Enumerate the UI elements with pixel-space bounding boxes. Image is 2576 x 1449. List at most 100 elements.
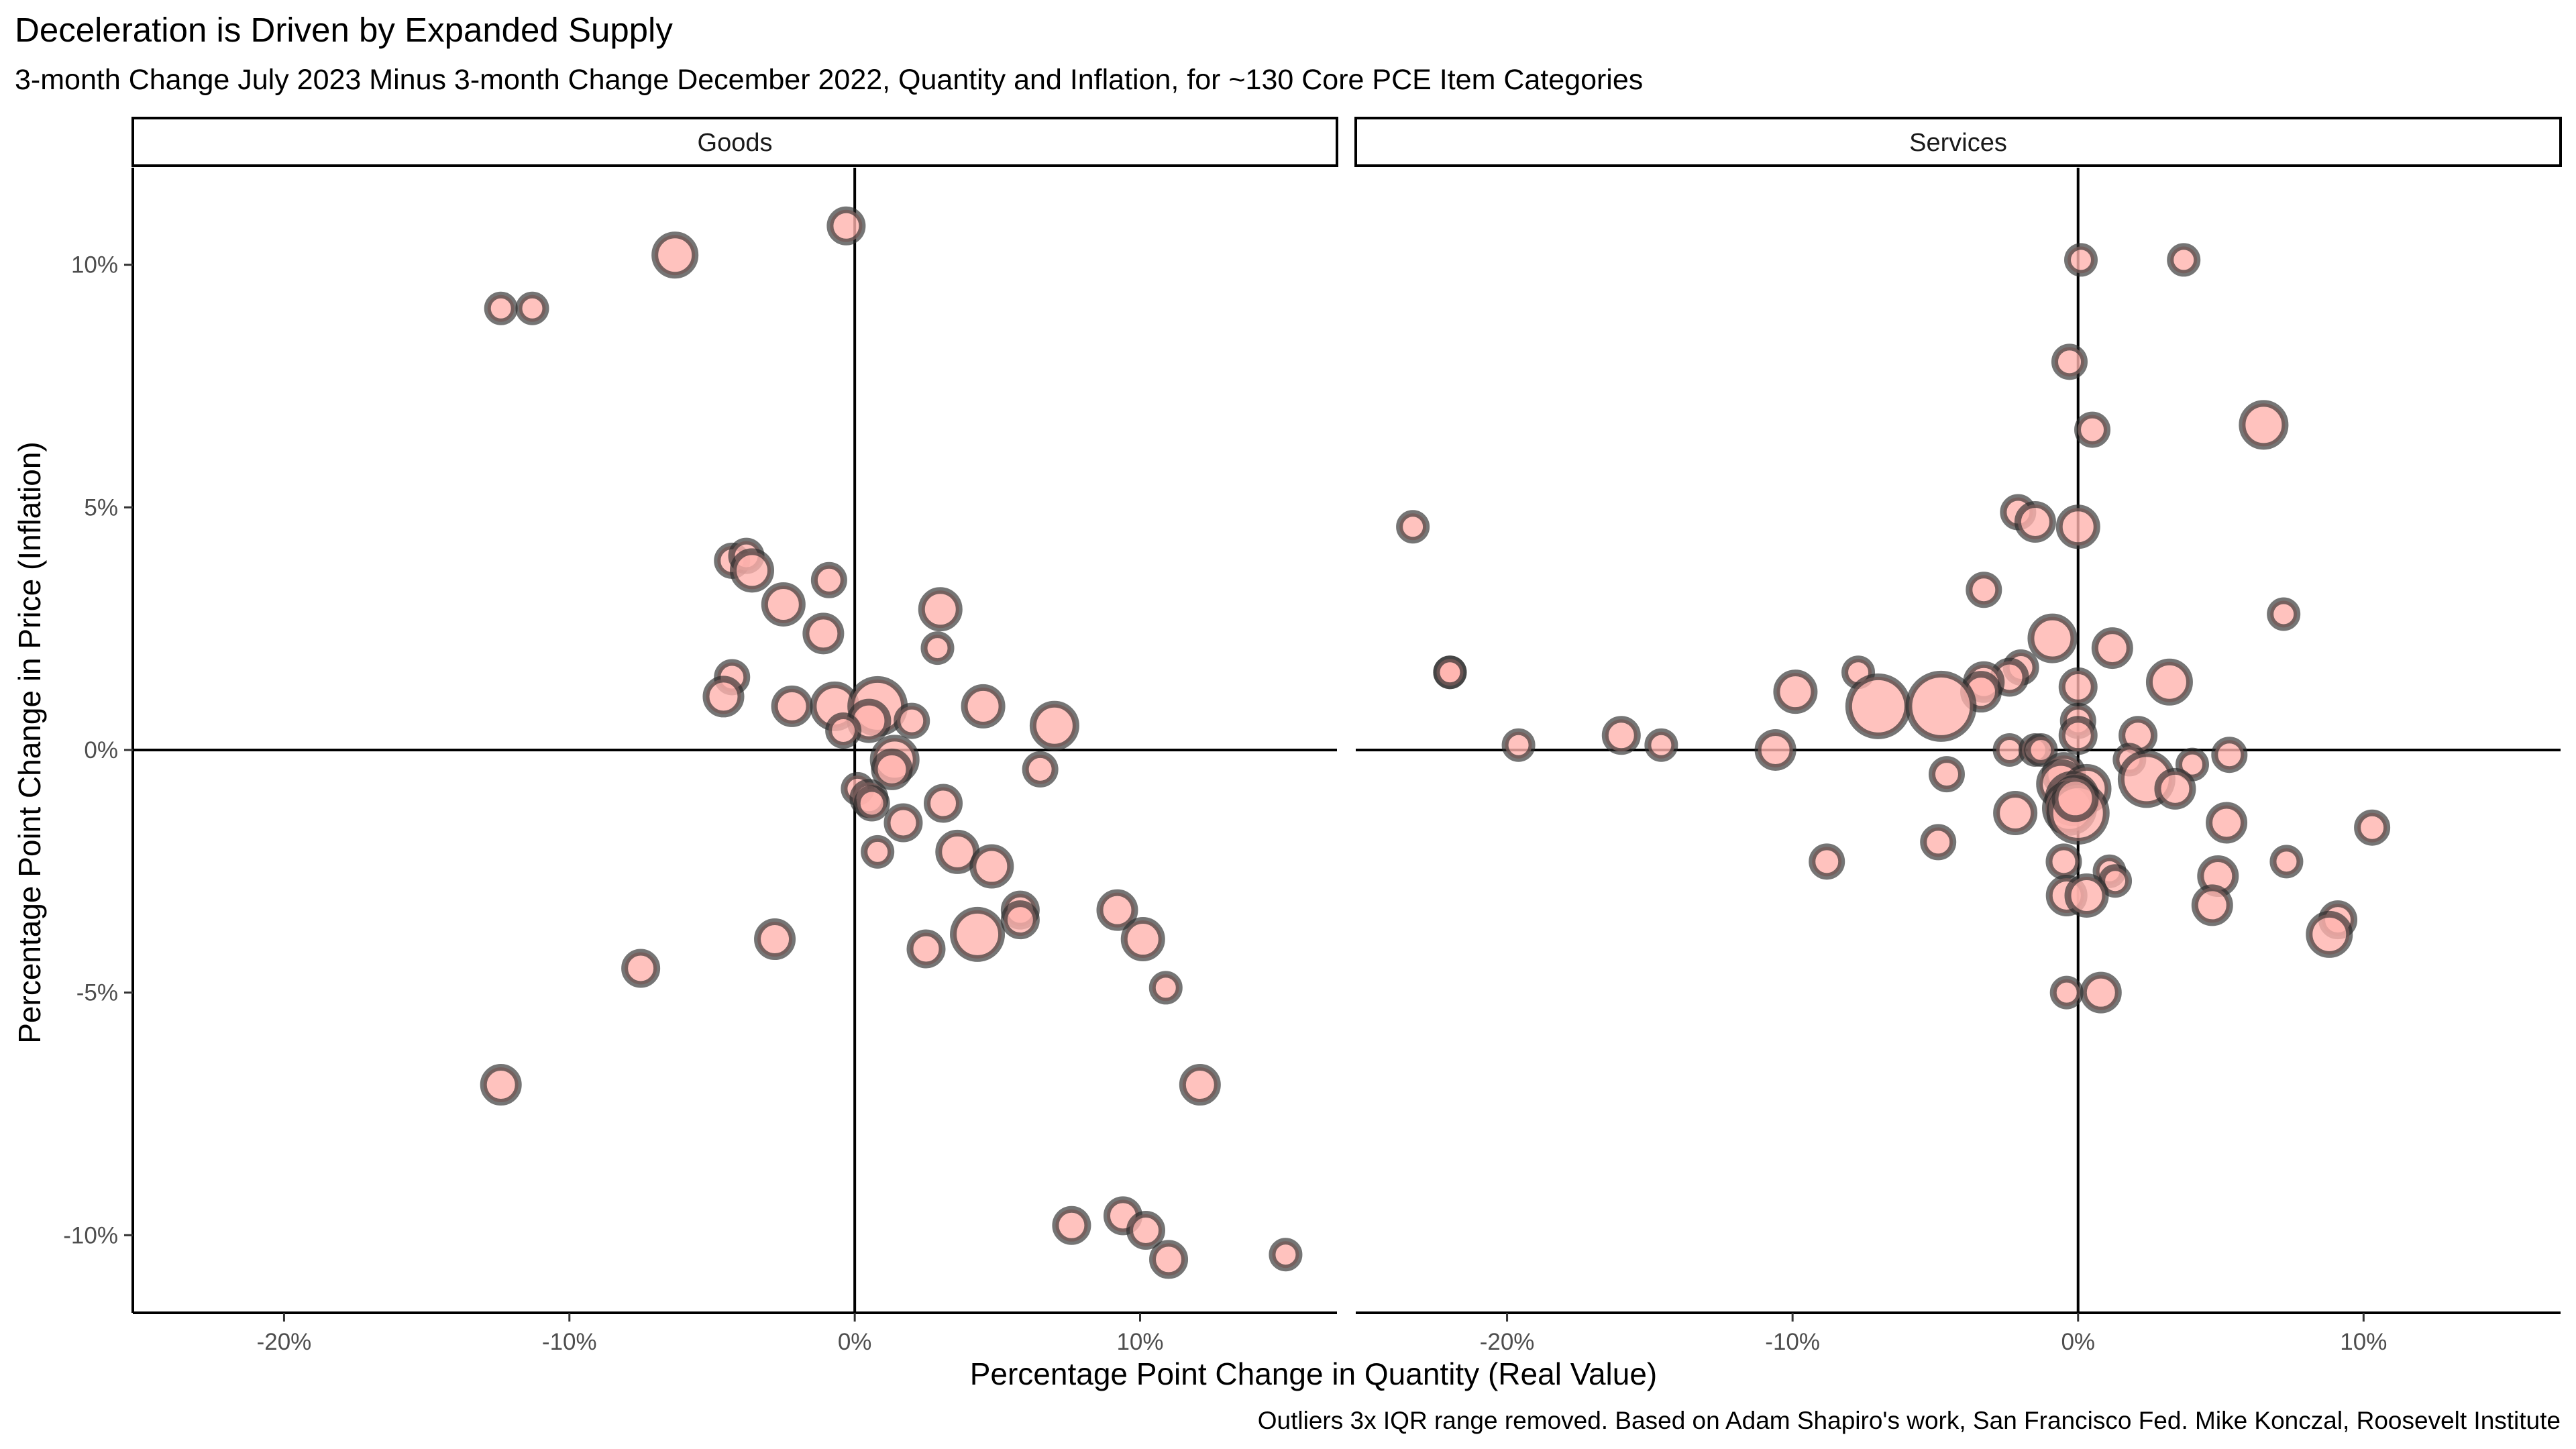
chart-title: Deceleration is Driven by Expanded Suppl… [15, 11, 673, 49]
data-point [1905, 670, 1977, 742]
y-tick-label: 10% [71, 252, 118, 278]
y-tick-label: 0% [84, 737, 118, 763]
data-point [2049, 975, 2084, 1010]
x-tick-label: 0% [2061, 1329, 2095, 1355]
data-point [2269, 845, 2304, 879]
data-point [2055, 504, 2100, 549]
data-point [810, 561, 847, 598]
data-point [2206, 802, 2248, 844]
data-point [2058, 667, 2098, 706]
points-goods [480, 206, 1303, 1279]
data-point [2051, 343, 2088, 380]
data-point [1052, 1205, 1091, 1245]
data-point [1644, 728, 1678, 762]
data-point [754, 918, 796, 961]
data-point [2091, 627, 2133, 669]
chart-subtitle: 3-month Change July 2023 Minus 3-month C… [15, 64, 1643, 96]
x-axis-label: Percentage Point Change in Quantity (Rea… [970, 1356, 1658, 1391]
data-point [1120, 917, 1165, 962]
data-point [651, 231, 699, 279]
panels-layer: Goods-20% -10% 0% 10%-10%-5%0%5%10%Services… [63, 117, 2562, 1355]
x-tick-label: -10% [542, 1329, 597, 1355]
facet-strip-services [1354, 117, 2562, 167]
data-point [1000, 900, 1040, 940]
data-point [2167, 243, 2201, 277]
data-point [1754, 729, 1796, 771]
data-point [515, 291, 549, 325]
data-point [1126, 1211, 1166, 1250]
data-point [1269, 1238, 1303, 1272]
data-point [2027, 613, 2078, 663]
x-tick-label: 10% [2340, 1329, 2387, 1355]
data-point [2064, 243, 2098, 277]
data-point [1501, 728, 1536, 762]
data-point [825, 712, 862, 749]
data-point [861, 835, 895, 869]
x-tick-label: -20% [1480, 1329, 1535, 1355]
y-tick-label: -5% [76, 980, 118, 1006]
data-point [906, 929, 946, 969]
data-point [853, 785, 890, 822]
data-point [826, 206, 866, 246]
data-point [1773, 669, 1818, 714]
facet-label-services: Services [1909, 129, 2007, 157]
data-point [1920, 824, 1957, 861]
data-point [918, 587, 963, 632]
data-point [1149, 1240, 1189, 1279]
data-point [969, 844, 1014, 889]
points-services [1396, 243, 2391, 1014]
y-tick-label: -10% [63, 1222, 118, 1248]
data-point [894, 702, 930, 739]
data-point [1096, 889, 1138, 931]
chart-caption: Outliers 3x IQR range removed. Based on … [1258, 1407, 2561, 1434]
x-tick-label: 0% [838, 1329, 872, 1355]
data-point [2239, 400, 2289, 450]
data-point [2154, 767, 2196, 810]
data-point [2191, 884, 2233, 926]
panel-services: Services -20% -10% 0% 10% [1354, 117, 2562, 1355]
data-point [2306, 910, 2353, 958]
data-point [1029, 700, 1079, 751]
x-tick-label: -10% [1765, 1329, 1820, 1355]
data-point [2045, 843, 2082, 880]
data-point [2211, 737, 2248, 773]
data-point [730, 548, 775, 593]
data-point [484, 291, 518, 325]
data-point [883, 803, 923, 843]
data-point [920, 631, 955, 665]
data-point [1179, 1064, 1221, 1106]
x-tick-label: -20% [257, 1329, 312, 1355]
data-point [771, 685, 813, 727]
data-point [2051, 775, 2099, 822]
data-point [621, 949, 661, 988]
data-point [1022, 751, 1059, 788]
data-point [2267, 597, 2301, 631]
data-point [924, 784, 963, 823]
data-point [1928, 756, 1965, 793]
data-point [961, 684, 1006, 729]
panel-goods: Goods -20% -10% 0% 10% -10% -5% 0% 5% 10% [63, 117, 1338, 1355]
data-point [480, 1064, 522, 1106]
facet-strip-goods [131, 117, 1338, 167]
data-point [2014, 501, 2056, 543]
data-point [761, 582, 806, 627]
data-point [950, 906, 1006, 962]
data-point [2145, 658, 2193, 706]
data-point [2058, 716, 2098, 755]
data-point [1993, 790, 2038, 835]
y-axis-label: Percentage Point Change in Price (Inflat… [12, 441, 47, 1044]
facet-label-goods: Goods [698, 129, 773, 157]
data-point [1396, 510, 1430, 544]
data-point [1845, 673, 1911, 739]
data-point [702, 676, 745, 718]
data-point [2080, 971, 2122, 1014]
data-point [2354, 809, 2391, 846]
data-point [802, 612, 845, 655]
y-tick-label: 5% [84, 494, 118, 521]
x-tick-label: 10% [1116, 1329, 1163, 1355]
data-point [1809, 843, 1845, 880]
data-point [1601, 716, 1641, 755]
data-point [2024, 733, 2058, 767]
data-point [871, 748, 913, 790]
